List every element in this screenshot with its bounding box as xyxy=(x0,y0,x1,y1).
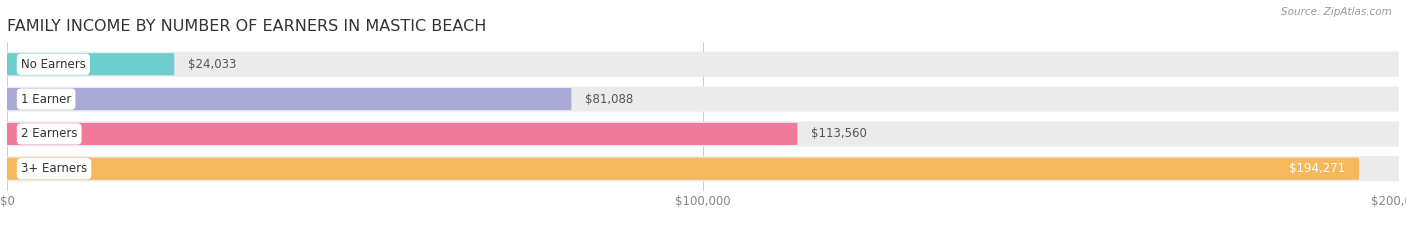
FancyBboxPatch shape xyxy=(7,88,571,110)
FancyBboxPatch shape xyxy=(7,53,174,75)
Text: Source: ZipAtlas.com: Source: ZipAtlas.com xyxy=(1281,7,1392,17)
Text: No Earners: No Earners xyxy=(21,58,86,71)
Text: FAMILY INCOME BY NUMBER OF EARNERS IN MASTIC BEACH: FAMILY INCOME BY NUMBER OF EARNERS IN MA… xyxy=(7,19,486,34)
Text: $81,088: $81,088 xyxy=(585,93,634,106)
FancyBboxPatch shape xyxy=(7,52,1399,77)
Text: 1 Earner: 1 Earner xyxy=(21,93,72,106)
FancyBboxPatch shape xyxy=(7,156,1399,181)
Text: 2 Earners: 2 Earners xyxy=(21,127,77,140)
Text: $24,033: $24,033 xyxy=(188,58,236,71)
Text: 3+ Earners: 3+ Earners xyxy=(21,162,87,175)
FancyBboxPatch shape xyxy=(7,158,1360,180)
FancyBboxPatch shape xyxy=(7,121,1399,147)
FancyBboxPatch shape xyxy=(7,86,1399,112)
Text: $113,560: $113,560 xyxy=(811,127,868,140)
Text: $194,271: $194,271 xyxy=(1289,162,1346,175)
FancyBboxPatch shape xyxy=(7,123,797,145)
